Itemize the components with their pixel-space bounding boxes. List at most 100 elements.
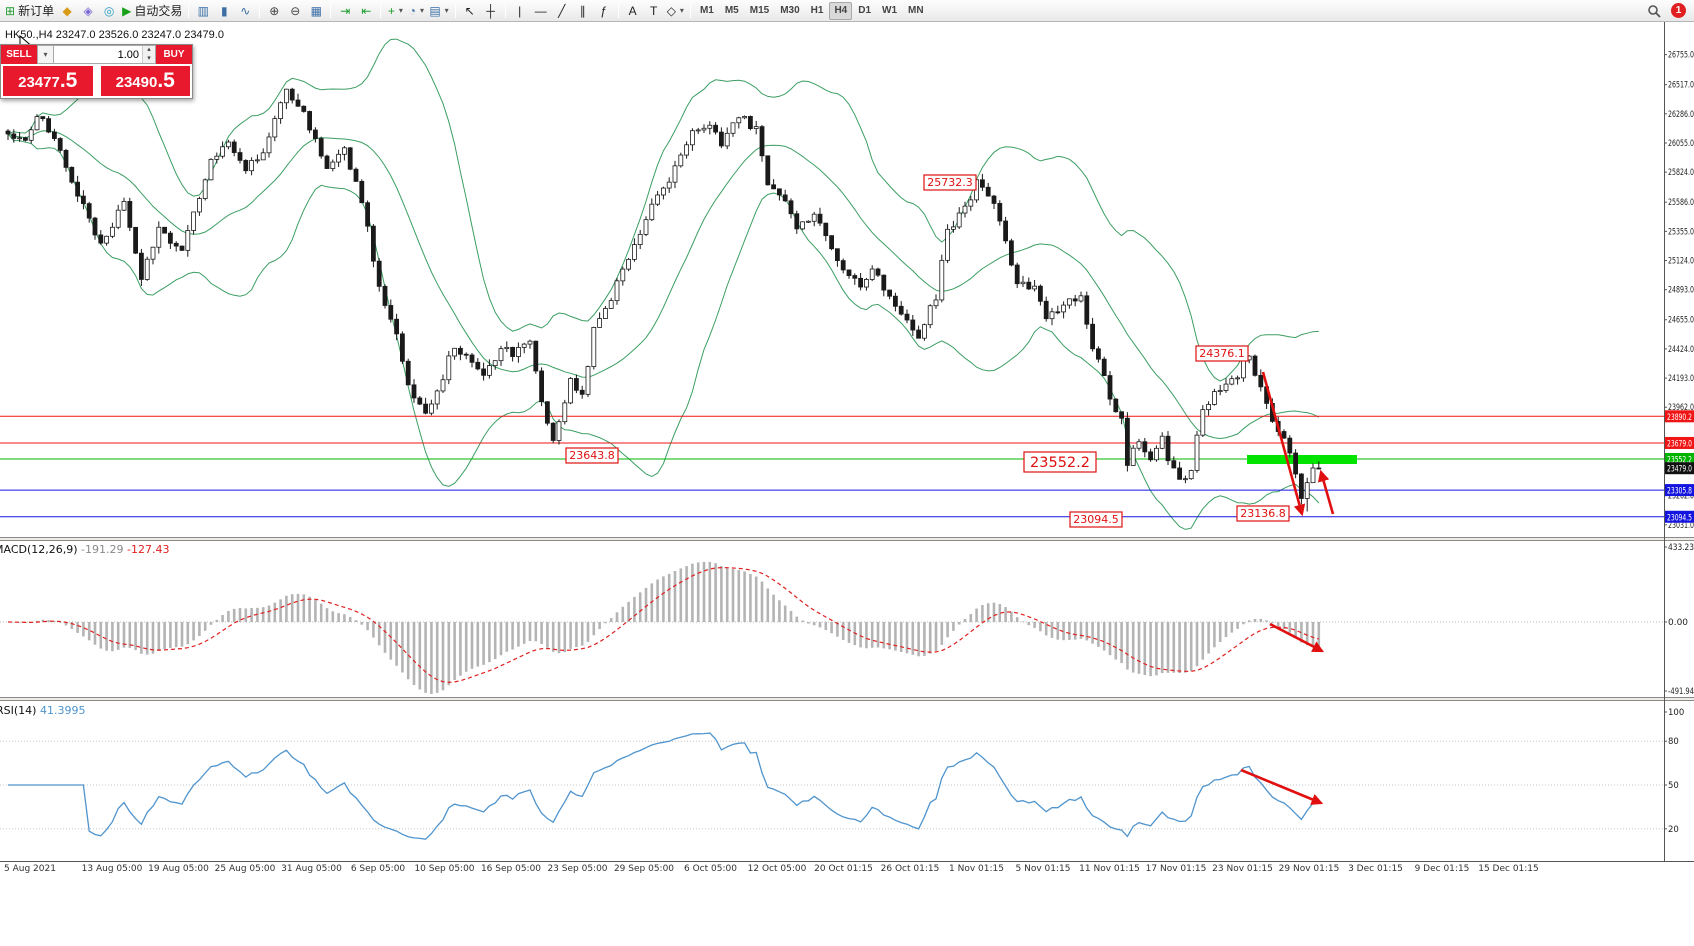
vertical-line-tool-button[interactable]: |: [510, 1, 530, 21]
pane-separators: [0, 537, 1694, 701]
notification-badge[interactable]: 1: [1671, 3, 1686, 18]
search-button[interactable]: [1644, 1, 1664, 21]
buy-button[interactable]: BUY: [156, 45, 192, 64]
zoom-out-icon: ⊖: [290, 3, 301, 18]
time-axis-label: 19 Aug 05:00: [148, 864, 209, 874]
chart-area[interactable]: 26755.0 26517.0 26286.0 26055.0 25824.0 25586…: [0, 22, 1694, 946]
buy-price[interactable]: 23490 .5: [100, 66, 190, 96]
profiles-button[interactable]: ◈: [78, 1, 98, 21]
svg-text:RSI(14) 41.3995: RSI(14) 41.3995: [0, 704, 85, 717]
timeframe-m5-button[interactable]: M5: [720, 2, 744, 20]
new-order-button[interactable]: ⊞ 新订单: [3, 1, 56, 21]
shapes-tool-button[interactable]: ◇ ▾: [665, 1, 686, 21]
one-click-trading-panel: SELL ▾ ▴ ▾ BUY 23477 .5 23490 .5: [0, 44, 193, 99]
cursor-tool-button[interactable]: ↖: [460, 1, 480, 21]
svg-text:-491.94: -491.94: [1668, 687, 1694, 697]
price-label-box: [923, 174, 977, 191]
price-axis-label: 24893.0: [1668, 286, 1694, 296]
fibonacci-tool-button[interactable]: ƒ: [594, 1, 614, 21]
period-selector-button[interactable]: ◔ ▾: [406, 1, 426, 21]
volume-spinner: ▴ ▾: [142, 46, 155, 63]
volume-input[interactable]: [54, 46, 142, 63]
horizontal-lines[interactable]: [0, 415, 1664, 518]
sell-button[interactable]: SELL: [1, 45, 37, 64]
sell-price-main: 23477: [18, 74, 60, 91]
buy-price-main: 23490: [115, 74, 158, 91]
time-axis[interactable]: 5 Aug 2021 13 Aug 05:00 19 Aug 05:00 25 Aug…: [0, 861, 1694, 875]
price-axis[interactable]: 26755.0 26517.0 26286.0 26055.0 25824.0 25586…: [1664, 22, 1694, 862]
time-axis-label: 12 Oct 05:00: [748, 864, 807, 874]
timeframe-m1-button[interactable]: M1: [695, 2, 719, 20]
data-window-button[interactable]: ◎: [99, 1, 119, 21]
price-label-box: [565, 447, 619, 464]
timeframe-w1-button[interactable]: W1: [877, 2, 902, 20]
timeframe-h1-button[interactable]: H1: [806, 2, 829, 20]
svg-text:100: 100: [1668, 708, 1684, 718]
toolbar: ⊞ 新订单 ◆ ◈ ◎ ▶ 自动交易 ▥ ▮ ∿ ⊕ ⊖ ▦ ⇥ ⇤ + ▾ ◔ ▾ ▤ ▾ ↖ ┼ | — ╱ ∥ ƒ A T ◇ ▾ M1 M…: [0, 0, 1694, 22]
axis-price-chip: [1665, 410, 1694, 423]
line-chart-mode-icon: ∿: [240, 3, 251, 18]
volume-down-button[interactable]: ▾: [147, 54, 151, 62]
chart-shift-button[interactable]: ⇤: [356, 1, 376, 21]
toolbar-separator: [380, 3, 382, 18]
time-axis-label: 15 Dec 01:15: [1478, 864, 1539, 874]
timeframe-mn-button[interactable]: MN: [903, 2, 929, 20]
svg-text:50: 50: [1668, 781, 1679, 791]
channel-tool-button[interactable]: ∥: [573, 1, 593, 21]
text-tool-button[interactable]: A: [623, 1, 643, 21]
sell-price-frac: .5: [59, 69, 78, 92]
toolbar-separator: [617, 3, 619, 18]
auto-scroll-button[interactable]: ⇥: [335, 1, 355, 21]
support-zone-rect[interactable]: [1247, 454, 1357, 464]
candlestick-mode-button[interactable]: ▮: [214, 1, 234, 21]
new-chart-button[interactable]: + ▾: [385, 1, 405, 21]
trend-arrow: [1317, 469, 1335, 515]
label-tool-button[interactable]: T: [644, 1, 664, 21]
time-axis-label: 17 Nov 01:15: [1146, 864, 1207, 874]
line-chart-mode-button[interactable]: ∿: [235, 1, 255, 21]
horizontal-line-tool-button[interactable]: —: [531, 1, 551, 21]
price-annotations[interactable]: 25732.3 24376.1 23643.8 23552.2 23094.5 23136…: [565, 174, 1290, 528]
auto-trading-icon: ▶: [122, 3, 132, 18]
timeframe-h4-button[interactable]: H4: [829, 1, 853, 20]
time-axis-label: 31 Aug 05:00: [281, 864, 342, 874]
tile-windows-button[interactable]: ▦: [306, 1, 326, 21]
price-label-box: [1069, 511, 1123, 528]
zoom-in-button[interactable]: ⊕: [264, 1, 284, 21]
axis-price-chip: [1665, 462, 1694, 475]
time-axis-label: 26 Oct 01:15: [881, 864, 940, 874]
time-axis-label: 3 Dec 01:15: [1348, 864, 1403, 874]
axis-price-chip: [1665, 436, 1694, 449]
auto-trading-button[interactable]: ▶ 自动交易: [120, 1, 184, 21]
svg-text:23479.0: 23479.0: [1667, 465, 1692, 475]
order-type-dropdown[interactable]: ▾: [37, 45, 53, 64]
price-axis-label: 24655.0: [1668, 316, 1694, 326]
trendline-tool-button[interactable]: ╱: [552, 1, 572, 21]
svg-text:20: 20: [1668, 825, 1679, 835]
bar-chart-mode-button[interactable]: ▥: [193, 1, 213, 21]
chart-windows-button[interactable]: ◆: [57, 1, 77, 21]
trend-arrow: [1269, 622, 1325, 653]
new-order-icon: ⊞: [5, 3, 16, 18]
volume-up-button[interactable]: ▴: [147, 46, 151, 53]
time-axis-label: 25 Aug 05:00: [215, 864, 276, 874]
channel-tool-icon: ∥: [579, 3, 586, 18]
label-tool-icon: T: [650, 3, 658, 18]
template-selector-button[interactable]: ▤ ▾: [427, 1, 450, 21]
timeframe-m30-button[interactable]: M30: [775, 2, 804, 20]
main-chart[interactable]: 26755.0 26517.0 26286.0 26055.0 25824.0 25586…: [0, 22, 1694, 946]
price-axis-label: 25824.0: [1668, 168, 1694, 178]
svg-text:25732.3: 25732.3: [927, 176, 973, 189]
price-label-box: [1236, 505, 1290, 522]
new-chart-icon: +: [387, 3, 395, 18]
sell-price[interactable]: 23477 .5: [3, 66, 93, 96]
timeframe-d1-button[interactable]: D1: [853, 2, 876, 20]
zoom-out-button[interactable]: ⊖: [285, 1, 305, 21]
candles: [5, 87, 1322, 512]
crosshair-tool-button[interactable]: ┼: [481, 1, 501, 21]
time-axis-label: 1 Nov 01:15: [949, 864, 1004, 874]
trend-arrows[interactable]: [1240, 371, 1335, 805]
svg-text:23305.8: 23305.8: [1667, 487, 1692, 497]
indicator-labels: MACD(12,26,9) -191.29 -127.43 RSI(14) 41.…: [0, 543, 169, 717]
timeframe-m15-button[interactable]: M15: [745, 2, 774, 20]
